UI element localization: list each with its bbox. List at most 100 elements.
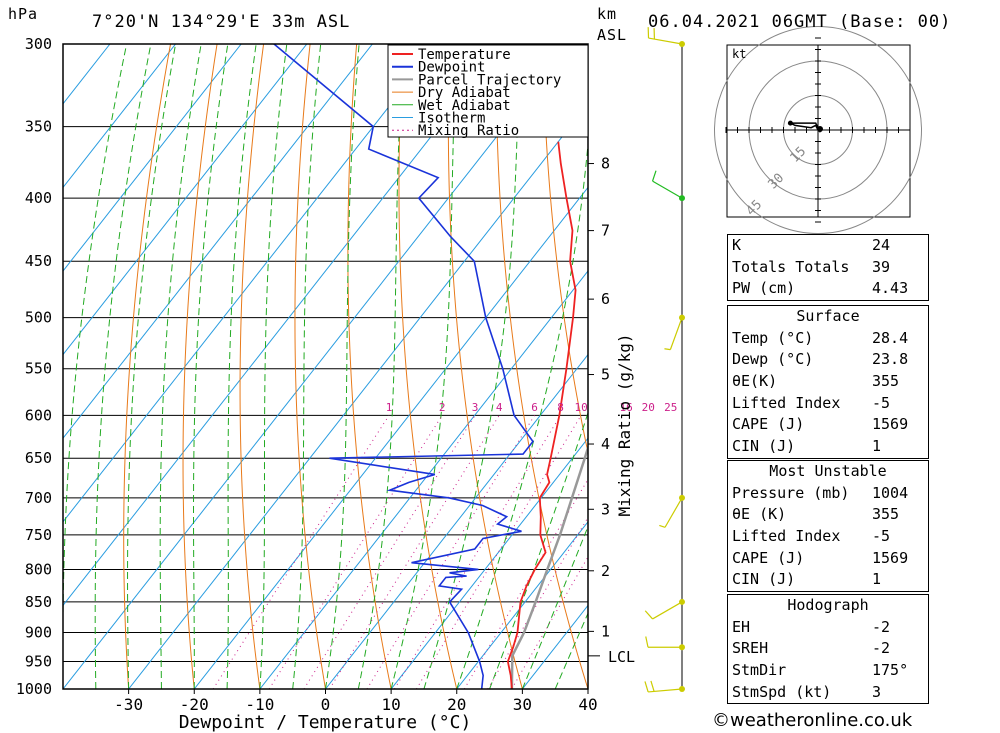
- isotherm-line: [63, 44, 570, 689]
- km-tick-label: 4: [601, 435, 610, 453]
- pressure-tick-label: 700: [25, 489, 52, 507]
- pressure-tick-label: 800: [25, 560, 52, 578]
- km-tick-label: 1: [601, 622, 610, 640]
- indices-basic-panel: K 24 Totals Totals 39 PW (cm) 4.43: [727, 234, 929, 302]
- isotherm-line: [456, 520, 588, 689]
- isotherm-line: [63, 44, 505, 607]
- pressure-tick-label: 650: [25, 449, 52, 467]
- indices-value: 1569: [872, 548, 909, 567]
- pressure-tick-label: 400: [25, 189, 52, 207]
- lcl-label: LCL: [608, 648, 635, 666]
- mixing-ratio-label: 20: [642, 401, 655, 414]
- indices-row: θE(K) 355: [728, 371, 928, 393]
- run-datetime: 06.04.2021 06GMT (Base: 00): [648, 12, 952, 32]
- dry-adiabat-line: [961, 44, 1000, 689]
- wind-barb-flag: [650, 680, 655, 692]
- mixing-ratio-label: 4: [496, 401, 503, 414]
- indices-value: 23.8: [872, 350, 909, 369]
- x-tick-label: -10: [245, 695, 274, 714]
- parcel-trajectory-line: [510, 443, 588, 689]
- indices-row: CAPE (J) 1569: [728, 548, 928, 570]
- indices-label: StmSpd (kt): [732, 682, 832, 701]
- indices-value: 355: [872, 505, 900, 524]
- mixing-ratio-line: [303, 415, 476, 689]
- indices-label: Lifted Index: [732, 527, 841, 546]
- pressure-tick-label: 450: [25, 252, 52, 270]
- indices-value: -5: [872, 527, 891, 546]
- indices-row: StmSpd (kt) 3: [728, 682, 928, 704]
- indices-surface-panel: Surface Temp (°C) 28.4 Dewp (°C) 23.8 θE(K) 35…: [727, 305, 929, 459]
- isotherm-line: [63, 44, 242, 272]
- indices-label: Lifted Index: [732, 393, 841, 412]
- indices-row: SREH -2: [728, 638, 928, 660]
- wet-adiabat-line: [63, 44, 128, 689]
- km-tick-label: 5: [601, 366, 610, 384]
- wet-adiabat-line: [226, 44, 257, 689]
- wet-adiabat-line: [292, 44, 322, 689]
- temperature-line: [506, 141, 577, 689]
- isotherm-line: [128, 102, 588, 689]
- legend: [387, 44, 589, 138]
- indices-row: K 24: [728, 235, 928, 257]
- indices-label: PW (cm): [732, 279, 796, 298]
- wet-adiabat-line: [423, 44, 521, 689]
- copyright-text: ©weatheronline.co.uk: [712, 710, 913, 731]
- dry-adiabat-line: [495, 44, 588, 689]
- wet-adiabat-line: [259, 44, 288, 689]
- km-axis-title: km: [597, 5, 618, 23]
- indices-value: 175°: [872, 661, 909, 680]
- indices-value: 1004: [872, 483, 909, 502]
- asl-axis-title: ASL: [597, 26, 628, 44]
- wind-barb-flag: [645, 636, 649, 648]
- mixing-ratio-label: 2: [439, 401, 446, 414]
- indices-label: Temp (°C): [732, 328, 814, 347]
- indices-value: 4.43: [872, 279, 909, 298]
- isotherm-line: [521, 604, 588, 689]
- indices-row: Lifted Index -5: [728, 526, 928, 548]
- wind-barb: [664, 497, 683, 528]
- wet-adiabat-line: [193, 44, 229, 689]
- indices-label: CAPE (J): [732, 548, 805, 567]
- km-tick-label: 7: [601, 222, 610, 240]
- indices-value: 1569: [872, 415, 909, 434]
- x-tick-label: -30: [114, 695, 143, 714]
- mixing-ratio-line: [511, 555, 588, 689]
- x-tick-label: 40: [578, 695, 597, 714]
- dry-adiabat-line: [123, 44, 172, 689]
- indices-value: 24: [872, 236, 891, 254]
- isotherm-line: [193, 186, 588, 689]
- x-tick-label: 10: [381, 695, 400, 714]
- location-title: 7°20'N 134°29'E 33m ASL: [92, 12, 351, 32]
- km-tick-label: 2: [601, 562, 610, 580]
- isotherm-line: [63, 44, 373, 440]
- legend-entry: Dry Adiabat: [418, 85, 511, 101]
- indices-row: Lifted Index -5: [728, 393, 928, 415]
- indices-label: CIN (J): [732, 570, 796, 589]
- mixing-ratio-line: [366, 415, 535, 689]
- plot-area: [63, 44, 1000, 689]
- isotherm-line: [63, 44, 111, 105]
- x-axis-title: Dewpoint / Temperature (°C): [179, 712, 472, 733]
- indices-value: -2: [872, 639, 891, 658]
- indices-row: CIN (J) 1: [728, 436, 928, 458]
- indices-hodograph-panel: Hodograph EH -2 SREH -2 StmDir 175° StmSpd (kt)…: [727, 594, 929, 705]
- x-tick-label: 0: [321, 695, 331, 714]
- indices-label: Totals Totals: [732, 257, 850, 276]
- indices-row: Pressure (mb) 1004: [728, 483, 928, 505]
- pressure-tick-label: 550: [25, 360, 52, 378]
- pressure-tick-label: 500: [25, 309, 52, 327]
- isotherm-line: [325, 353, 588, 689]
- wet-adiabat-line: [456, 138, 588, 689]
- indices-value: 1: [872, 570, 882, 589]
- pressure-tick-label: 300: [25, 35, 52, 53]
- dry-adiabat-line: [347, 44, 392, 689]
- indices-label: CAPE (J): [732, 415, 805, 434]
- legend-entry: Mixing Ratio: [418, 123, 519, 139]
- wet-adiabat-line: [325, 44, 360, 689]
- dry-adiabat-line: [182, 44, 218, 689]
- pressure-tick-label: 750: [25, 526, 52, 544]
- pressure-tick-label: 950: [25, 653, 52, 671]
- indices-label: K: [732, 236, 742, 254]
- x-tick-label: 30: [513, 695, 532, 714]
- wet-adiabat-line: [159, 44, 202, 689]
